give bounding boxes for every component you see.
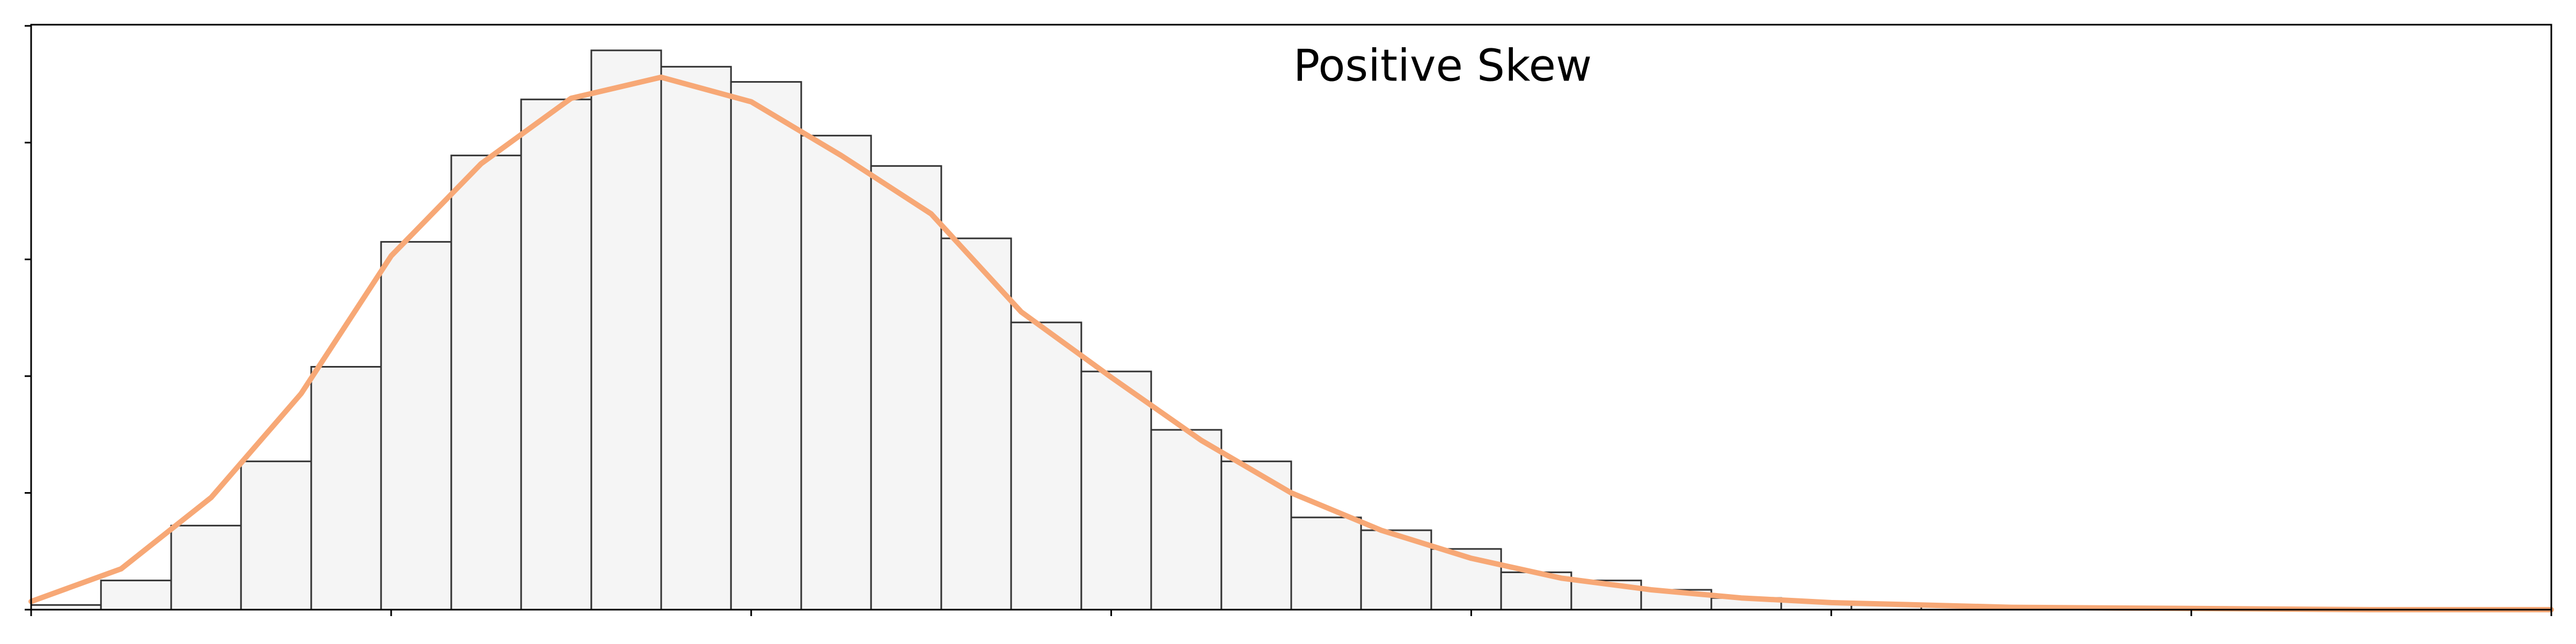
histogram-bar xyxy=(170,524,242,611)
axes-frame xyxy=(30,24,2552,611)
histogram-bar xyxy=(380,241,452,611)
histogram-bar xyxy=(870,165,942,611)
histogram-bar xyxy=(1080,370,1152,611)
histogram-bar xyxy=(1010,321,1082,611)
histogram-bar xyxy=(800,135,872,611)
histogram-bar xyxy=(450,155,522,611)
histogram-bar xyxy=(940,237,1012,611)
histogram-bar xyxy=(1290,516,1362,611)
histogram-bar xyxy=(520,98,592,611)
chart-title: Positive Skew xyxy=(1293,40,1592,91)
histogram-bar xyxy=(660,65,732,611)
histogram-bar xyxy=(730,81,802,611)
histogram-bar xyxy=(240,460,312,611)
histogram-bar xyxy=(100,580,172,611)
histogram-bar xyxy=(1150,429,1223,611)
histogram-bar xyxy=(590,49,662,611)
histogram-bar xyxy=(310,365,382,611)
histogram-bar xyxy=(1220,460,1292,611)
kde-line xyxy=(28,74,2554,612)
